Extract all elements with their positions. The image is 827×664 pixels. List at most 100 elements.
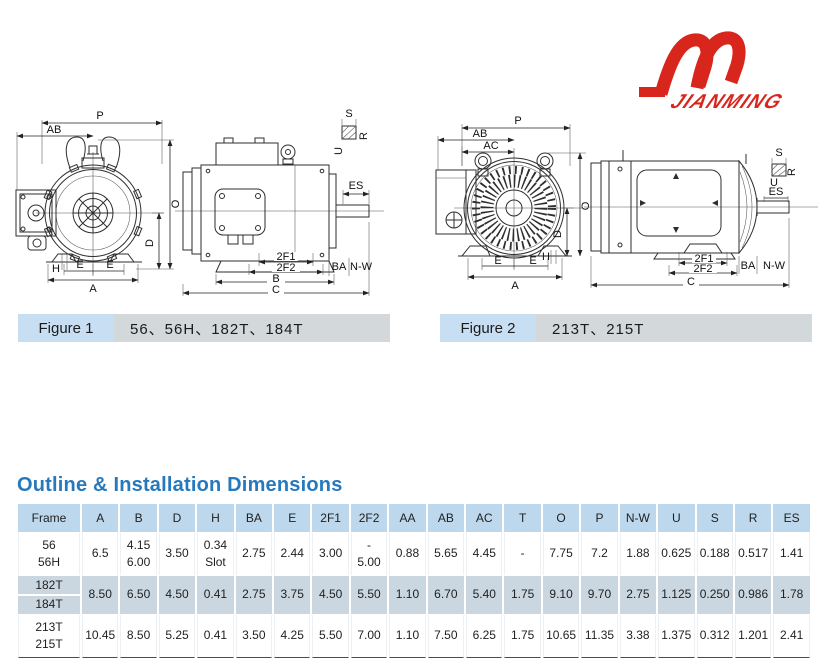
dim-label-B: B [272, 273, 279, 285]
table-cell: 6.50 [120, 576, 157, 614]
cell-line: 0.34 [203, 537, 228, 552]
table-cell: 9.10 [542, 576, 580, 614]
table-cell: 0.34 Slot [197, 533, 234, 575]
table-cell: 0.250 [696, 576, 733, 614]
dim-label-NW: N-W [350, 261, 373, 273]
dimensions-table: Frame A B D H BA E 2F1 2F2 AA AB AC T O … [16, 503, 812, 659]
figure2-caption: Figure 2 213T、215T [440, 314, 812, 342]
column-header: T [504, 504, 541, 532]
table-cell: 1.75 [504, 615, 541, 658]
frame-line: 215T [35, 637, 63, 651]
figure2-drawing: P AB AC O D E E H A [435, 115, 818, 292]
cell-line: 4.15 [126, 537, 151, 552]
table-cell: - 5.00 [350, 533, 388, 575]
table-cell: 10.65 [542, 615, 580, 658]
figure2-label: Figure 2 [440, 314, 536, 342]
table-header-row: Frame A B D H BA E 2F1 2F2 AA AB AC T O … [18, 504, 810, 532]
column-header: D [158, 504, 196, 532]
dim-label-U: U [770, 177, 778, 189]
dim-label-NW: N-W [763, 260, 786, 272]
dim-label-O: O [580, 201, 592, 210]
column-header: O [542, 504, 580, 532]
table-cell: 0.986 [734, 576, 772, 614]
column-header: AA [389, 504, 426, 532]
column-header: B [120, 504, 157, 532]
cell-line: Slot [205, 555, 226, 569]
column-header: S [696, 504, 733, 532]
figure1-models: 56、56H、182T、184T [114, 314, 390, 342]
table-cell: 0.88 [389, 533, 426, 575]
table-cell: 0.41 [197, 615, 234, 658]
frame-cell: 182T 184T [18, 576, 80, 614]
fig2-side-dimensions: S R U ES 2F1 2F2 C BA N-W [590, 147, 798, 288]
logo-brand-text: JIANMING [667, 90, 788, 112]
dim-label-AB: AB [47, 124, 62, 136]
column-header: 2F1 [312, 504, 349, 532]
column-header: E [274, 504, 311, 532]
frame-line: 56 [42, 537, 56, 552]
dim-label-ES: ES [769, 186, 784, 198]
dim-label-BA: BA [741, 260, 756, 272]
table-cell: 0.188 [696, 533, 733, 575]
cell-line: 6.00 [126, 555, 151, 569]
table-cell: 4.25 [274, 615, 311, 658]
table-cell: 7.00 [350, 615, 388, 658]
dim-label-2F2: 2F2 [277, 262, 296, 274]
table-cell: 11.35 [581, 615, 618, 658]
figure1-label: Figure 1 [18, 314, 114, 342]
table-cell: 0.625 [658, 533, 695, 575]
table-row: 56 56H 6.5 4.15 6.00 3.50 0.34 Slot 2.75… [18, 533, 810, 575]
fig2-front-dimensions: P AB AC O D E E H A [437, 115, 592, 292]
column-header: N-W [619, 504, 657, 532]
table-cell: 6.5 [82, 533, 119, 575]
fig1-front-dimensions: P AB O D H E E A [16, 110, 182, 295]
dim-label-S: S [345, 108, 352, 120]
dim-label-E: E [106, 259, 113, 271]
dim-label-E: E [76, 259, 83, 271]
table-cell: 2.44 [274, 533, 311, 575]
frame-line: 213T [35, 619, 63, 634]
figure1-caption: Figure 1 56、56H、182T、184T [18, 314, 390, 342]
column-header: AB [427, 504, 465, 532]
dim-label-2F1: 2F1 [277, 251, 296, 263]
dim-label-R: R [786, 168, 798, 176]
table-cell: 1.10 [389, 615, 426, 658]
table-cell: 4.45 [466, 533, 503, 575]
table-cell: 10.45 [82, 615, 119, 658]
dim-label-2F2: 2F2 [694, 263, 713, 275]
fig1-front-view [15, 136, 164, 276]
logo-m-icon [639, 31, 746, 97]
dim-label-A: A [511, 280, 519, 292]
column-header: R [734, 504, 772, 532]
table-cell: 6.25 [466, 615, 503, 658]
dim-label-P: P [96, 110, 103, 122]
column-header: BA [235, 504, 273, 532]
table-cell: 2.75 [235, 533, 273, 575]
table-cell: 4.50 [158, 576, 196, 614]
dim-label-BA: BA [332, 261, 347, 273]
column-header: U [658, 504, 695, 532]
table-cell: 3.50 [158, 533, 196, 575]
dim-label-C: C [687, 276, 695, 288]
column-header: 2F2 [350, 504, 388, 532]
column-header: Frame [18, 504, 80, 532]
dim-label-2F1: 2F1 [695, 253, 714, 265]
figure2-models: 213T、215T [536, 314, 812, 342]
dim-label-S: S [775, 147, 782, 159]
table-cell: 3.00 [312, 533, 349, 575]
table-cell: - [504, 533, 541, 575]
table-cell: 7.75 [542, 533, 580, 575]
section-title: Outline & Installation Dimensions [17, 474, 343, 496]
table-cell: 4.15 6.00 [120, 533, 157, 575]
column-header: P [581, 504, 618, 532]
dim-label-R: R [358, 132, 370, 140]
dim-label-H: H [52, 263, 60, 275]
table-cell: 3.75 [274, 576, 311, 614]
fig1-side-view [175, 137, 384, 273]
dim-label-D: D [552, 230, 564, 238]
table-cell: 1.375 [658, 615, 695, 658]
table-cell: 1.10 [389, 576, 426, 614]
column-header: A [82, 504, 119, 532]
table-cell: 1.125 [658, 576, 695, 614]
